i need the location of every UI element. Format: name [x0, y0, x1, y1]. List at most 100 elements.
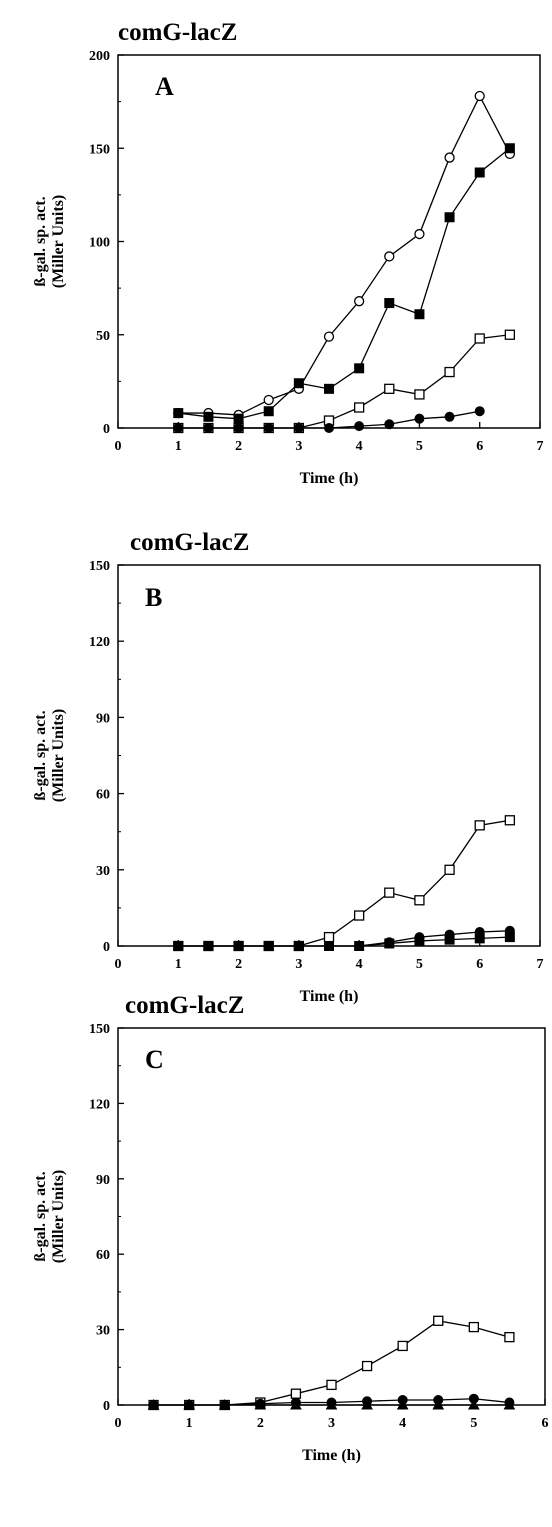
data-point-filled-square-4	[294, 379, 303, 388]
data-point-filled-square-7	[385, 299, 394, 308]
chart-b-y-tick-label: 90	[96, 711, 110, 726]
data-point-filled-square-8	[415, 310, 424, 319]
chart-a-y-tick-label: 50	[96, 329, 110, 344]
chart-b-x-tick-label: 6	[476, 957, 483, 972]
data-point-open-circle-3	[264, 396, 273, 405]
chart-c-x-tick-label: 3	[328, 1416, 335, 1431]
chart-b-x-tick-label: 7	[537, 957, 544, 972]
data-point-open-square-10	[505, 1333, 514, 1342]
data-point-open-square-5	[325, 933, 334, 942]
chart-b-x-tick-label: 2	[235, 957, 242, 972]
data-point-open-circle-5	[325, 332, 334, 341]
chart-a-x-axis-label: Time (h)	[300, 470, 359, 487]
chart-c-y-axis-label-line2: (Miller Units)	[50, 1170, 67, 1263]
data-point-filled-square-9	[445, 935, 454, 944]
data-point-open-square-6	[363, 1362, 372, 1371]
chart-a-series-filled-square	[174, 144, 515, 423]
chart-b-panel-label: B	[145, 583, 162, 612]
chart-a-y-axis-label-line2: (Miller Units)	[50, 195, 67, 288]
data-point-filled-square-1	[204, 942, 213, 951]
chart-c-x-tick-label: 2	[257, 1416, 264, 1431]
chart-a-title: comG-lacZ	[118, 19, 237, 46]
chart-c-x-tick-label: 5	[470, 1416, 477, 1431]
chart-c-series-line-open-square	[154, 1321, 510, 1405]
chart-a-series-open-circle	[174, 92, 515, 420]
data-point-open-square-8	[415, 896, 424, 905]
data-point-open-square-9	[445, 865, 454, 874]
data-point-open-square-10	[475, 334, 484, 343]
data-point-filled-square-1	[204, 412, 213, 421]
data-point-open-circle-8	[415, 230, 424, 239]
chart-b-series-open-square	[174, 816, 515, 951]
chart-a-x-tick-label: 1	[175, 439, 182, 454]
chart-c-y-tick-label: 120	[89, 1097, 110, 1112]
data-point-open-square-9	[469, 1323, 478, 1332]
data-point-open-square-7	[398, 1341, 407, 1350]
data-point-open-square-10	[475, 821, 484, 830]
data-point-filled-circle-8	[415, 414, 424, 423]
chart-b-series-filled-square	[174, 933, 515, 951]
chart-a-series-line-open-circle	[178, 96, 510, 415]
chart-a-x-tick-label: 4	[356, 439, 363, 454]
data-point-filled-square-4	[294, 942, 303, 951]
chart-a-y-tick-label: 100	[89, 236, 110, 251]
data-point-filled-circle-6	[355, 422, 364, 431]
chart-a: comG-lacZA0501001502000 1 2 3 4 5 6 7Time (h)ß-…	[32, 19, 544, 487]
data-point-filled-square-6	[355, 364, 364, 373]
data-point-open-square-6	[355, 403, 364, 412]
data-point-filled-circle-10	[475, 407, 484, 416]
chart-b-x-axis-label: Time (h)	[300, 988, 359, 1005]
data-point-open-square-11	[505, 330, 514, 339]
data-point-open-square-9	[445, 368, 454, 377]
chart-c-y-tick-label: 90	[96, 1173, 110, 1188]
data-point-filled-square-3	[264, 942, 273, 951]
data-point-filled-circle-7	[385, 420, 394, 429]
chart-a-x-tick-label: 3	[295, 439, 302, 454]
chart-a-x-tick-label: 2	[235, 439, 242, 454]
chart-a-x-tick-label: 6	[476, 439, 483, 454]
chart-b-y-tick-label: 150	[89, 559, 110, 574]
chart-c-x-tick-label: 1	[186, 1416, 193, 1431]
chart-c-y-tick-label: 150	[89, 1022, 110, 1037]
chart-b-y-tick-label: 120	[89, 635, 110, 650]
chart-b-title: comG-lacZ	[130, 529, 249, 556]
data-point-filled-square-2	[234, 414, 243, 423]
chart-c-x-tick-label: 4	[399, 1416, 406, 1431]
chart-a-plot-frame	[118, 55, 540, 428]
chart-b-x-tick-label: 3	[295, 957, 302, 972]
data-point-filled-square-11	[505, 144, 514, 153]
chart-a-y-tick-label: 0	[103, 422, 110, 437]
chart-a-panel-label: A	[155, 72, 174, 101]
data-point-filled-circle-3	[264, 424, 273, 433]
chart-c-x-tick-label: 0	[115, 1416, 122, 1431]
data-point-filled-square-5	[325, 942, 334, 951]
data-point-filled-square-0	[174, 942, 183, 951]
data-point-filled-circle-0	[174, 424, 183, 433]
data-point-filled-square-5	[325, 384, 334, 393]
chart-b-x-tick-label: 4	[356, 957, 363, 972]
data-point-filled-circle-5	[325, 424, 334, 433]
chart-a-x-tick-label: 7	[537, 439, 544, 454]
chart-c-panel-label: C	[145, 1045, 164, 1074]
data-point-filled-square-11	[505, 933, 514, 942]
chart-c-series-open-square	[149, 1316, 514, 1409]
chart-b: comG-lacZ B 0 30 60 90 120 150 0 1 2 3 4 5 6 7 Time (h) ß…	[32, 529, 544, 1005]
chart-b-x-tick-label: 5	[416, 957, 423, 972]
data-point-filled-square-0	[174, 409, 183, 418]
chart-c-y-tick-label: 30	[96, 1324, 110, 1339]
data-point-open-square-11	[505, 816, 514, 825]
chart-a-x-tick-label: 5	[416, 439, 423, 454]
chart-c-y-tick-label: 0	[103, 1399, 110, 1414]
data-point-open-circle-9	[445, 153, 454, 162]
data-point-open-square-7	[385, 888, 394, 897]
data-point-filled-square-8	[415, 936, 424, 945]
chart-c-y-axis-label-line1: ß-gal. sp. act.	[32, 1171, 49, 1261]
data-point-filled-circle-9	[445, 412, 454, 421]
data-point-open-circle-7	[385, 252, 394, 261]
chart-b-y-tick-label: 30	[96, 864, 110, 879]
chart-c-y-tick-label: 60	[96, 1248, 110, 1263]
chart-a-series-open-square	[174, 330, 515, 432]
chart-a-y-tick-label: 150	[89, 142, 110, 157]
chart-a-series-line-filled-square	[178, 148, 510, 418]
chart-b-x-tick-label: 1	[175, 957, 182, 972]
